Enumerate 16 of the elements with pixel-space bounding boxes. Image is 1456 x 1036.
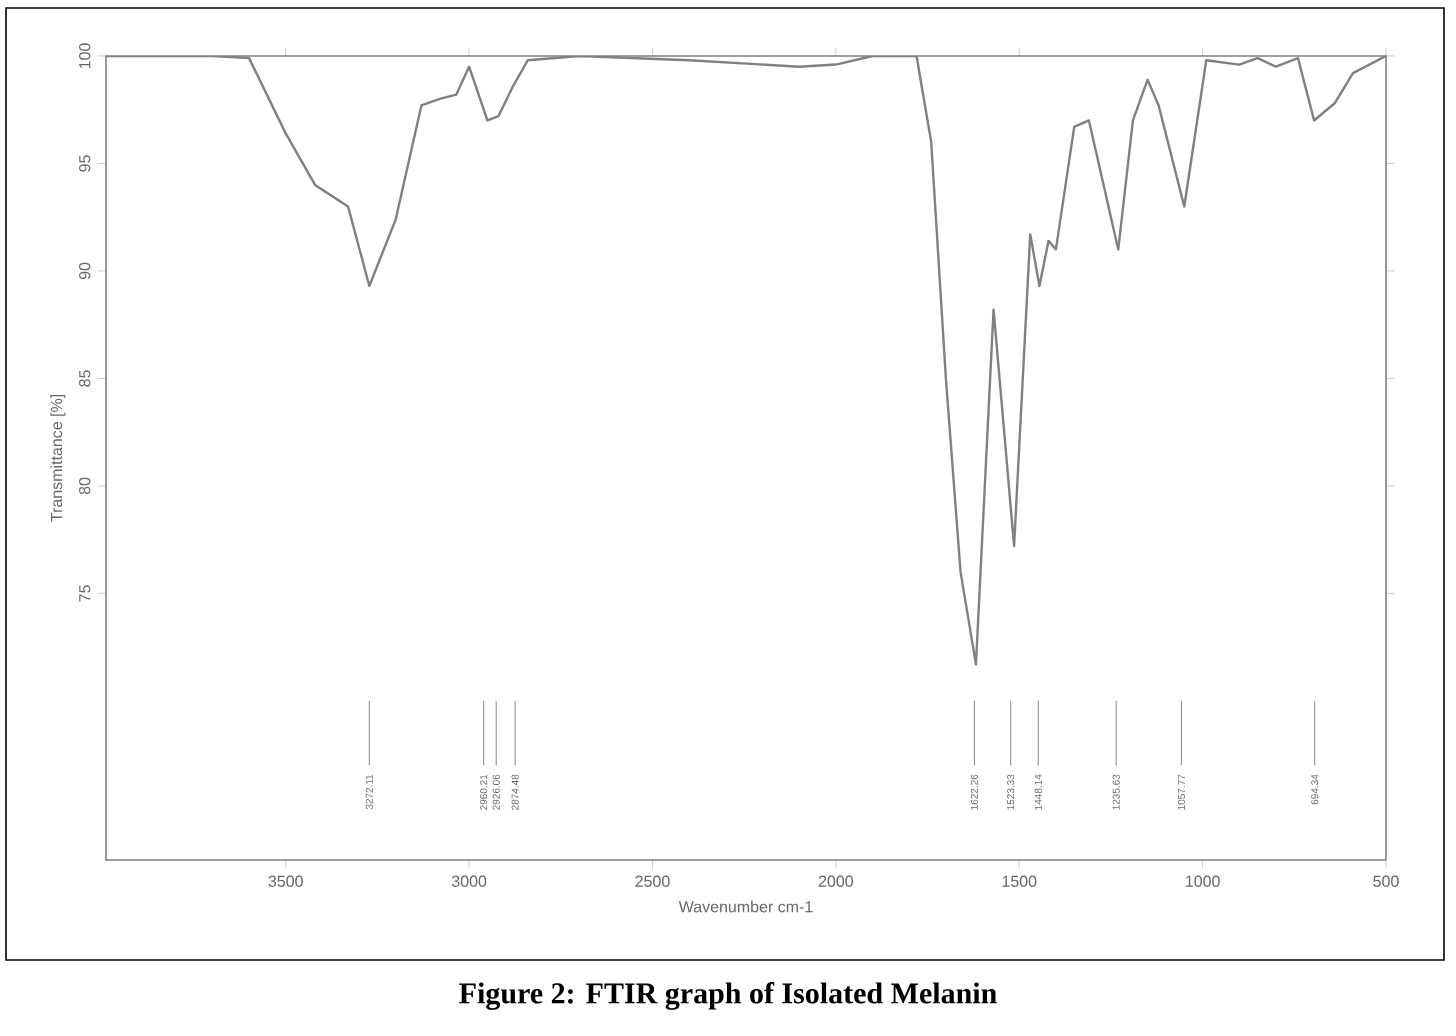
text: Figure 2: FTIR graph of Isolated Melanin bbox=[459, 982, 997, 1010]
x-tick-label: 2000 bbox=[818, 875, 854, 887]
y-tick-label: 75 bbox=[79, 585, 91, 602]
y-tick-label: 100 bbox=[79, 43, 91, 69]
y-axis-title: Transmittance [%] bbox=[50, 394, 66, 522]
x-tick-label: 3000 bbox=[451, 875, 487, 887]
y-tick-label: 95 bbox=[79, 155, 91, 172]
x-tick-label: 500 bbox=[1373, 875, 1399, 887]
x-tick-label: 1500 bbox=[1002, 875, 1037, 887]
y-tick-label: 80 bbox=[79, 477, 91, 495]
x-axis-title: Wavenumber cm-1 bbox=[678, 900, 813, 913]
y-tick-label: 90 bbox=[79, 262, 91, 280]
y-tick-label: 85 bbox=[79, 370, 91, 387]
x-tick-label: 2500 bbox=[635, 875, 670, 887]
x-tick-label: 1000 bbox=[1186, 875, 1220, 887]
x-tick-label: 3500 bbox=[268, 875, 303, 887]
